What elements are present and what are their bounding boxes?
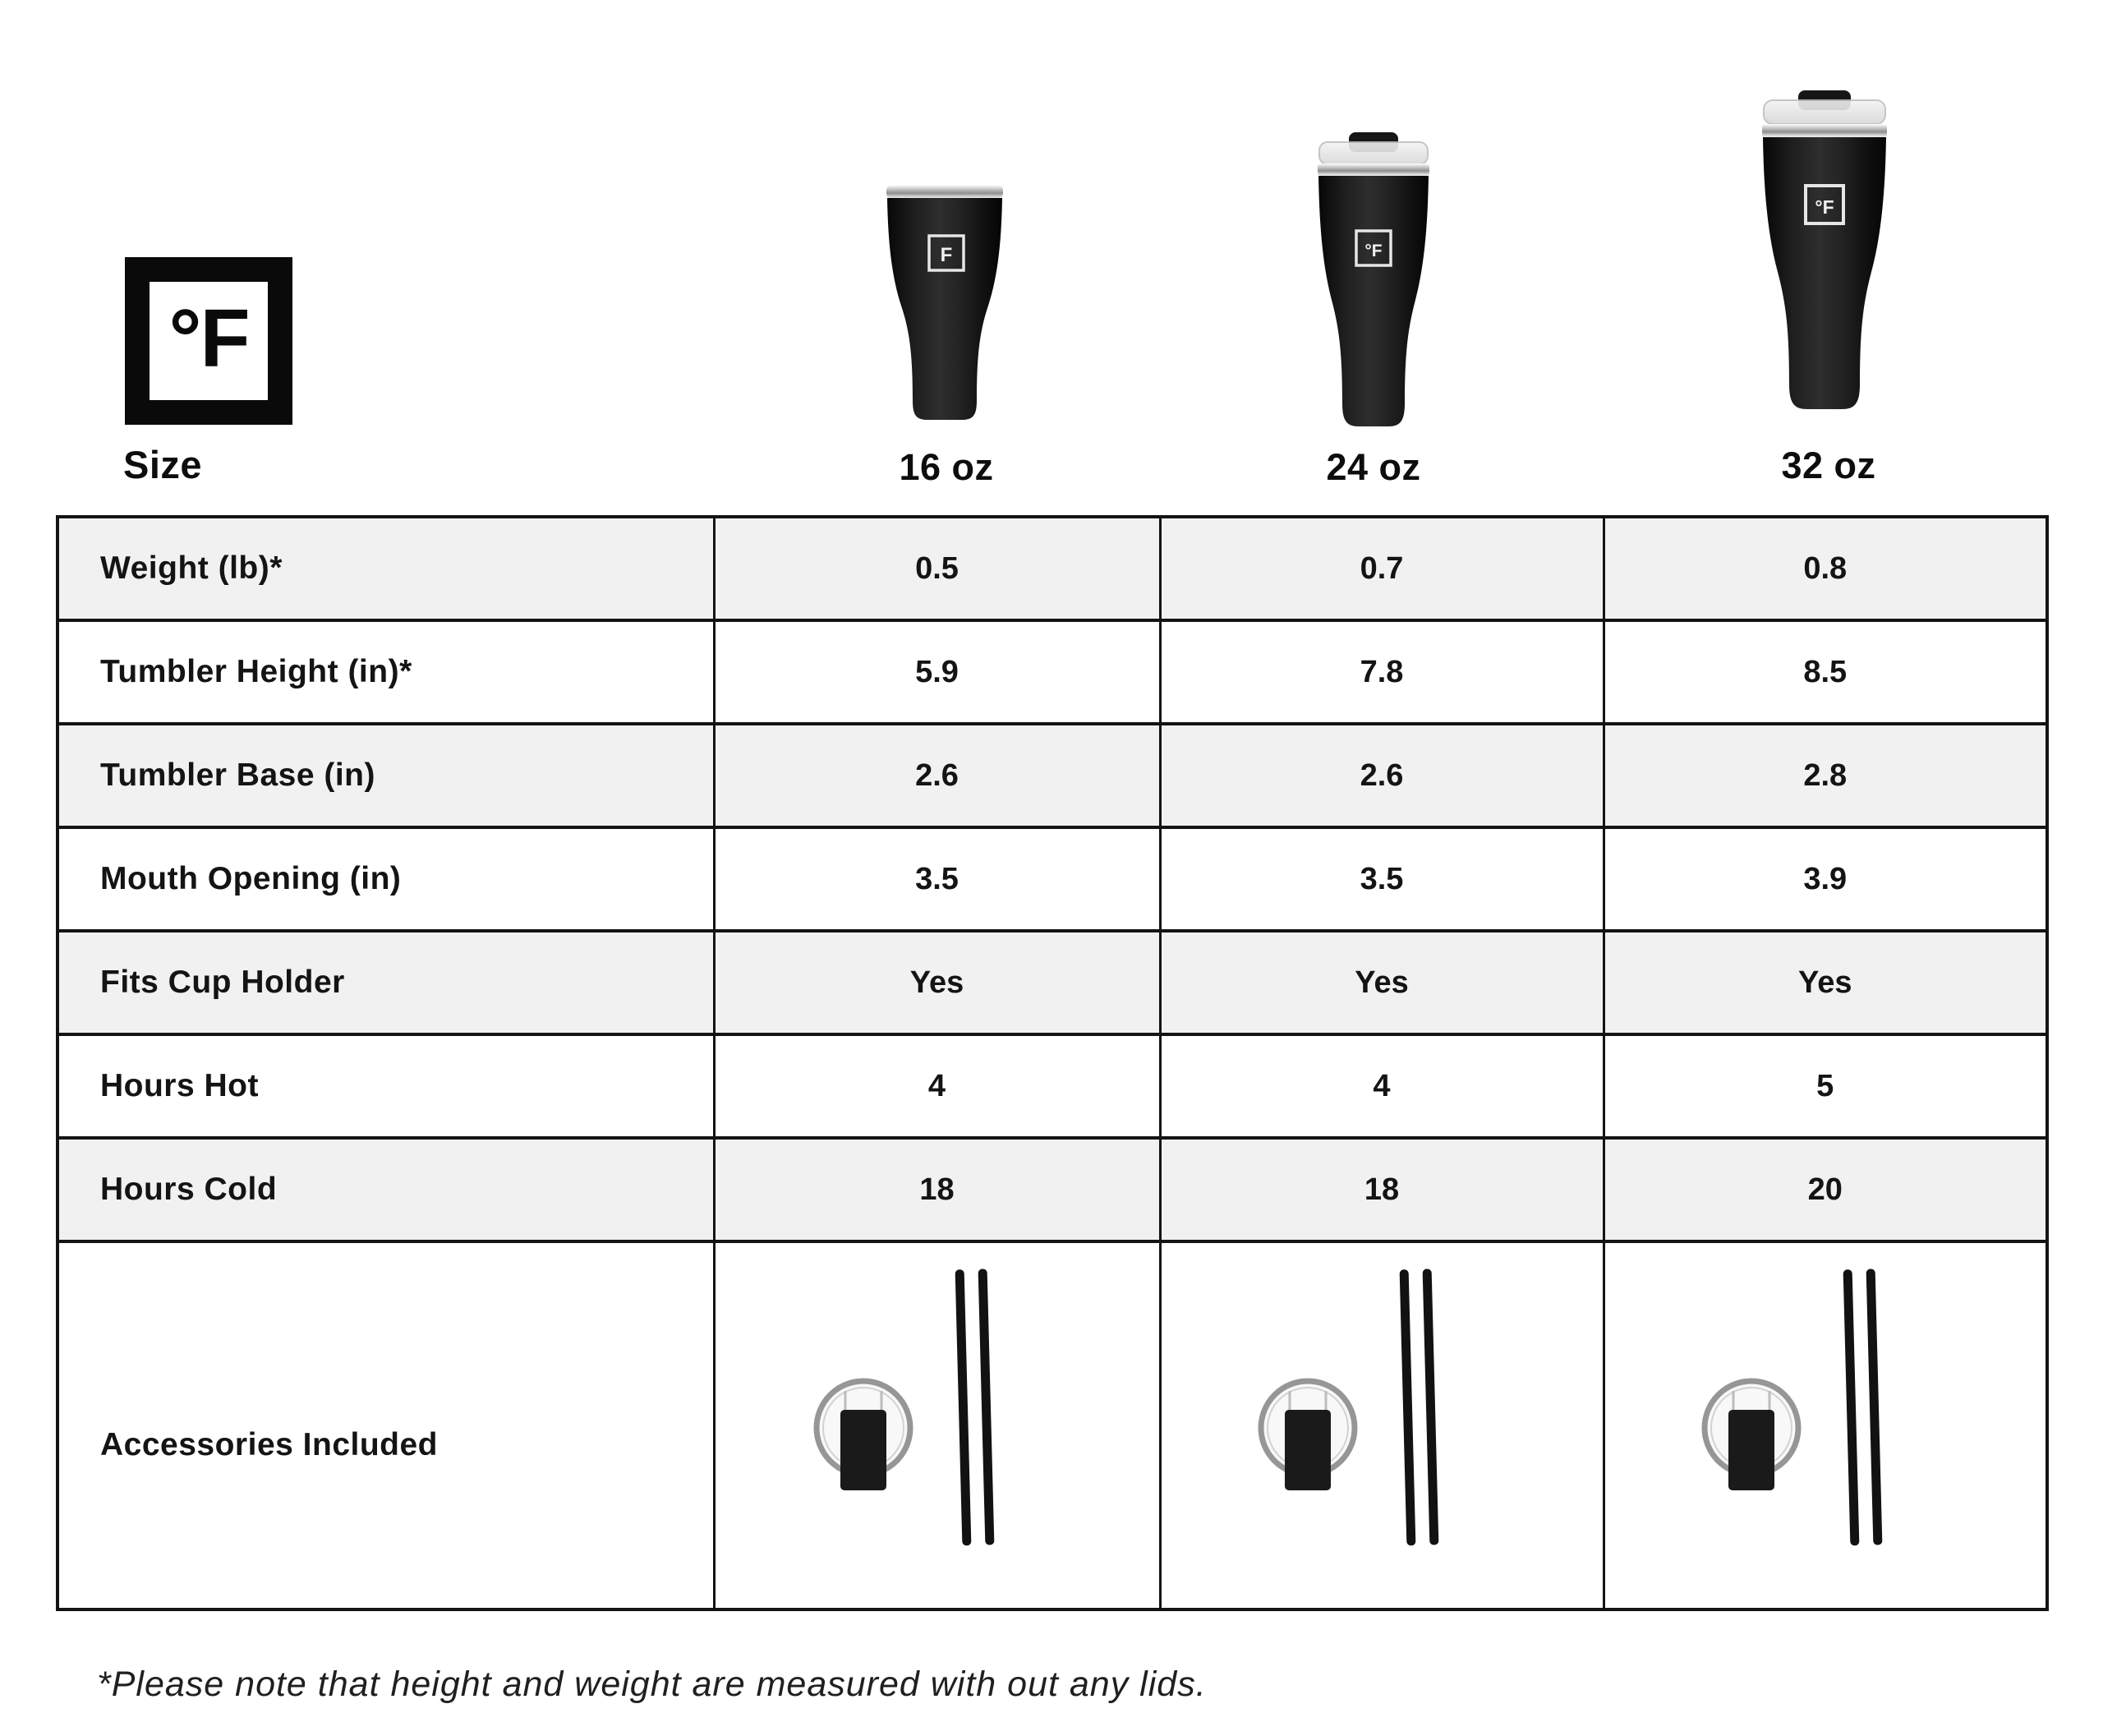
row-label: Mouth Opening (in) bbox=[56, 826, 716, 932]
two-straws-icon bbox=[1399, 1269, 1439, 1545]
spec-value: 2.6 bbox=[712, 722, 1162, 829]
spec-value: 3.5 bbox=[1158, 826, 1605, 932]
spec-value: 0.7 bbox=[1158, 515, 1605, 622]
two-straws-icon bbox=[955, 1269, 994, 1545]
straw-icon bbox=[1866, 1269, 1883, 1545]
spec-value: 2.6 bbox=[1158, 722, 1605, 829]
lid-tab bbox=[840, 1409, 886, 1490]
logo-badge-letter: °F bbox=[1364, 242, 1382, 260]
straw-icon bbox=[978, 1269, 994, 1545]
logo-badge-letter: °F bbox=[1815, 196, 1834, 218]
lid-tab bbox=[1285, 1409, 1331, 1490]
spec-value: 4 bbox=[712, 1033, 1162, 1140]
spec-value: 3.9 bbox=[1602, 826, 2049, 932]
table-row-cupholder: Fits Cup Holder Yes Yes Yes bbox=[56, 929, 2049, 1036]
size-heading: Size bbox=[123, 443, 203, 486]
spec-value: 7.8 bbox=[1158, 619, 1605, 725]
row-label: Hours Cold bbox=[56, 1136, 716, 1243]
clear-lid bbox=[1763, 99, 1886, 125]
spec-value: Yes bbox=[712, 929, 1162, 1036]
row-label: Tumbler Base (in) bbox=[56, 722, 716, 829]
tumbler-24oz-image: °F bbox=[1318, 132, 1429, 426]
row-label: Fits Cup Holder bbox=[56, 929, 716, 1036]
product-size-label-16oz: 16 oz bbox=[899, 446, 994, 488]
spec-value: 0.8 bbox=[1602, 515, 2049, 622]
straw-icon bbox=[1399, 1269, 1416, 1545]
logo-badge bbox=[1804, 184, 1845, 225]
tumbler-body bbox=[1318, 176, 1429, 426]
accessories-icon bbox=[1701, 1269, 1883, 1545]
steel-rim bbox=[1318, 163, 1429, 176]
accessories-cell-16oz bbox=[712, 1240, 1162, 1611]
row-label: Weight (lb)* bbox=[56, 515, 716, 622]
table-row-base: Tumbler Base (in) 2.6 2.6 2.8 bbox=[56, 722, 2049, 829]
spec-value: 5.9 bbox=[712, 619, 1162, 725]
spec-value: 0.5 bbox=[712, 515, 1162, 622]
spec-value: 8.5 bbox=[1602, 619, 2049, 725]
row-label: Accessories Included bbox=[56, 1240, 716, 1611]
table-row-mouth: Mouth Opening (in) 3.5 3.5 3.9 bbox=[56, 826, 2049, 932]
tumbler-16oz-image: F bbox=[886, 185, 1003, 420]
footnote: *Please note that height and weight are … bbox=[97, 1665, 1207, 1704]
spec-value: 18 bbox=[712, 1136, 1162, 1243]
accessories-icon bbox=[1258, 1269, 1439, 1545]
spec-value: 5 bbox=[1602, 1033, 2049, 1140]
clear-lid bbox=[1318, 141, 1429, 165]
tumbler-body bbox=[887, 198, 1002, 420]
row-label: Tumbler Height (in)* bbox=[56, 619, 716, 725]
product-size-label-32oz: 32 oz bbox=[1781, 444, 1876, 486]
brand-logo: °F bbox=[125, 257, 292, 425]
accessories-cell-24oz bbox=[1158, 1240, 1605, 1611]
spec-value: 4 bbox=[1158, 1033, 1605, 1140]
straw-icon bbox=[1422, 1269, 1439, 1545]
logo-badge-letter: F bbox=[941, 244, 953, 266]
brand-logo-text: °F bbox=[168, 292, 250, 384]
tumbler-32oz-image: °F bbox=[1762, 90, 1887, 409]
table-row-hours-cold: Hours Cold 18 18 20 bbox=[56, 1136, 2049, 1243]
spec-value: 18 bbox=[1158, 1136, 1605, 1243]
two-straws-icon bbox=[1843, 1269, 1883, 1545]
accessories-icon bbox=[813, 1269, 994, 1545]
spec-value: Yes bbox=[1602, 929, 2049, 1036]
row-label: Hours Hot bbox=[56, 1033, 716, 1140]
tumbler-body bbox=[1763, 137, 1886, 409]
spec-value: Yes bbox=[1158, 929, 1605, 1036]
table-row-hours-hot: Hours Hot 4 4 5 bbox=[56, 1033, 2049, 1140]
accessories-cell-32oz bbox=[1602, 1240, 2049, 1611]
steel-rim bbox=[886, 185, 1003, 199]
logo-badge bbox=[1355, 229, 1392, 267]
straw-icon bbox=[1843, 1269, 1860, 1545]
table-row-weight: Weight (lb)* 0.5 0.7 0.8 bbox=[56, 515, 2049, 622]
steel-rim bbox=[1762, 124, 1887, 137]
logo-badge bbox=[927, 234, 965, 272]
spec-table: Weight (lb)* 0.5 0.7 0.8 Tumbler Height … bbox=[56, 515, 2049, 1611]
spec-value: 20 bbox=[1602, 1136, 2049, 1243]
spec-value: 2.8 bbox=[1602, 722, 2049, 829]
table-row-height: Tumbler Height (in)* 5.9 7.8 8.5 bbox=[56, 619, 2049, 725]
spec-value: 3.5 bbox=[712, 826, 1162, 932]
straw-icon bbox=[955, 1269, 971, 1545]
table-row-accessories: Accessories Included bbox=[56, 1240, 2049, 1611]
lid-tab bbox=[1728, 1409, 1774, 1490]
product-size-label-24oz: 24 oz bbox=[1326, 446, 1421, 488]
